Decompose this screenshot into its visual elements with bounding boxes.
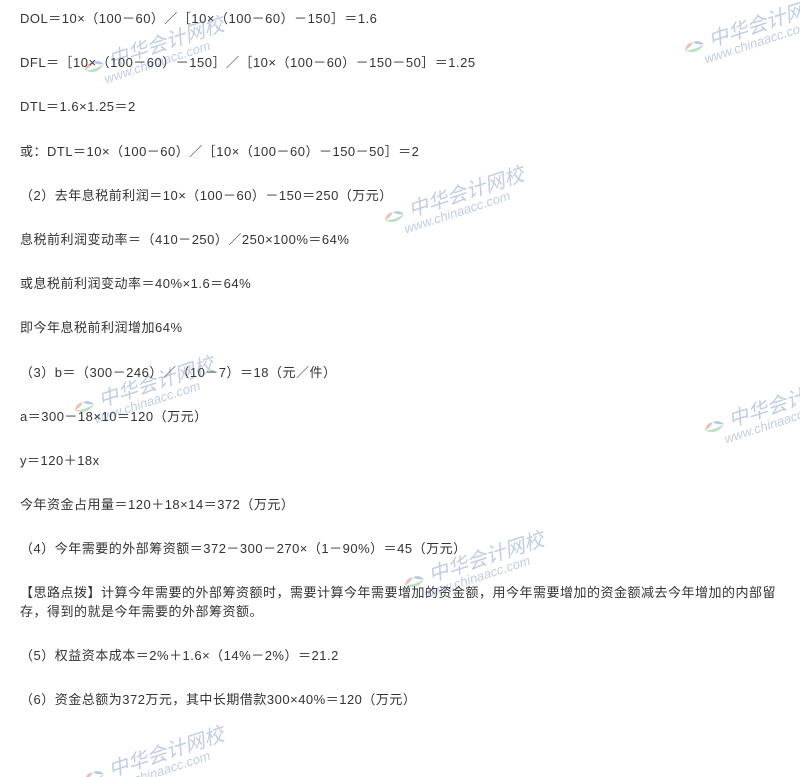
text-line: DTL＝1.6×1.25＝2 — [20, 98, 780, 116]
text-line: 【思路点拨】计算今年需要的外部筹资额时，需要计算今年需要增加的资金额，用今年需要… — [20, 584, 780, 620]
text-line: （4）今年需要的外部筹资额＝372－300－270×（1－90%）＝45（万元） — [20, 540, 780, 558]
text-line: 今年资金占用量＝120＋18×14＝372（万元） — [20, 496, 780, 514]
watermark-en: www.chinaacc.com — [102, 742, 230, 777]
text-line: 息税前利润变动率＝（410－250）／250×100%＝64% — [20, 231, 780, 249]
text-line: 或：DTL＝10×（100－60）／［10×（100－60）－150－50］＝2 — [20, 143, 780, 161]
text-line: DOL＝10×（100－60）／［10×（100－60）－150］＝1.6 — [20, 10, 780, 28]
text-line: （3）b＝（300－246）／（10－7）＝18（元／件） — [20, 364, 780, 382]
text-line: y＝120＋18x — [20, 452, 780, 470]
text-line: （2）去年息税前利润＝10×（100－60）－150＝250（万元） — [20, 187, 780, 205]
text-line: DFL＝［10×（100－60）－150］／［10×（100－60）－150－5… — [20, 54, 780, 72]
text-line: a＝300－18×10＝120（万元） — [20, 408, 780, 426]
text-line: （5）权益资本成本＝2%＋1.6×（14%－2%）＝21.2 — [20, 647, 780, 665]
document-body: DOL＝10×（100－60）／［10×（100－60）－150］＝1.6 DFL… — [0, 0, 800, 745]
text-line: 即今年息税前利润增加64% — [20, 319, 780, 337]
text-line: （6）资金总额为372万元，其中长期借款300×40%＝120（万元） — [20, 691, 780, 709]
text-line: 或息税前利润变动率＝40%×1.6＝64% — [20, 275, 780, 293]
